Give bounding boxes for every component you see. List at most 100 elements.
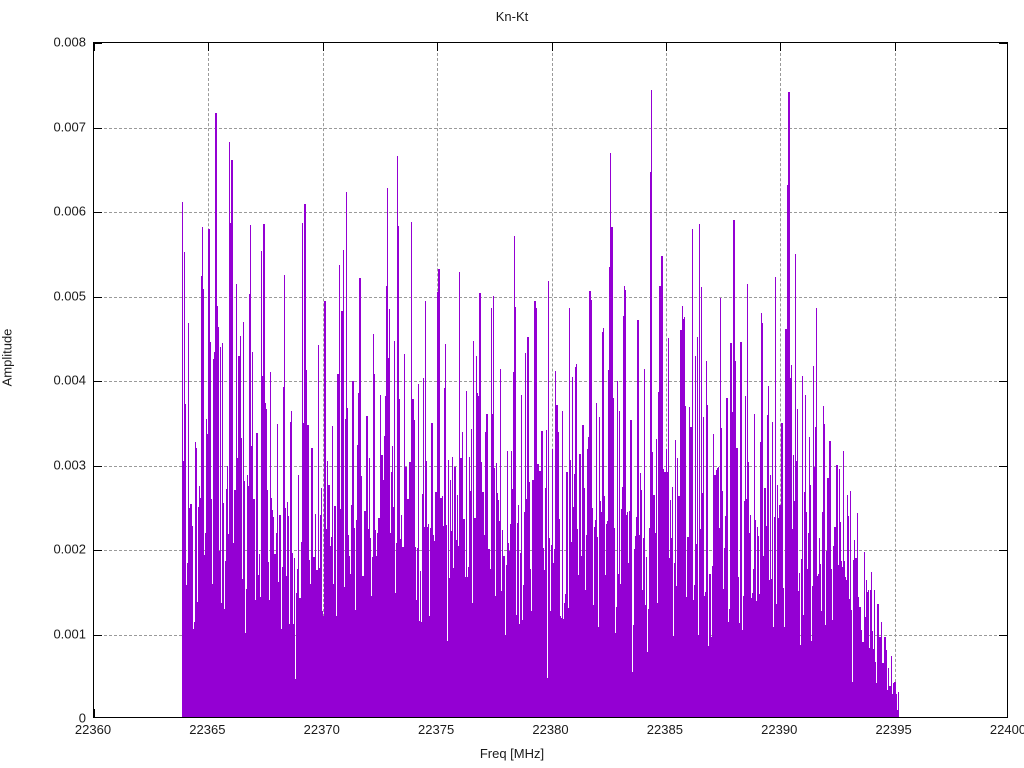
spectrum-spike: [558, 519, 560, 717]
spectrum-spike: [361, 579, 363, 717]
spectrum-spike: [879, 637, 881, 717]
spectrum-spike: [517, 505, 519, 717]
spectrum-spike: [431, 422, 433, 717]
spectrum-spike: [875, 690, 877, 717]
spectrum-spike: [355, 520, 358, 717]
spectrum-spike: [264, 402, 267, 717]
spectrum-spike: [328, 484, 330, 717]
spectrum-spike: [342, 249, 344, 717]
spectrum-spike: [886, 693, 889, 717]
chart-title: Kn-Kt: [495, 9, 529, 24]
spectrum-spike: [661, 256, 663, 717]
spectrum-spike: [331, 426, 334, 717]
spectrum-spike: [185, 404, 187, 717]
spectrum-spike: [570, 541, 572, 717]
spectrum-spike: [338, 264, 341, 717]
plot-area: [93, 42, 1008, 718]
spectrum-spike: [448, 577, 450, 717]
spectrum-spike: [676, 458, 679, 717]
spectrum-spike: [761, 322, 764, 717]
spectrum-spike: [544, 488, 546, 717]
spectrum-spike: [330, 536, 333, 717]
spectrum-spike: [407, 499, 409, 717]
spectrum-spike: [464, 577, 467, 717]
spectrum-spike: [429, 527, 432, 717]
spectrum-spike: [896, 694, 898, 717]
spectrum-spike: [353, 528, 356, 717]
spectrum-spike: [388, 308, 391, 717]
spectrum-spike: [422, 377, 424, 717]
spectrum-spike: [396, 542, 398, 717]
x-tick-label: 22395: [875, 722, 912, 737]
spectrum-spike: [726, 397, 728, 717]
spectrum-spike: [482, 528, 485, 717]
spectrum-spike: [640, 489, 642, 717]
x-tick-label: 22375: [418, 722, 455, 737]
spectrum-spike: [645, 557, 647, 717]
spectrum-spike: [202, 469, 205, 717]
spectrum-spike: [254, 600, 256, 717]
spectrum-spike: [271, 602, 273, 717]
spectrum-spike: [438, 269, 440, 717]
spectrum-spike: [184, 251, 186, 717]
spectrum-spike: [579, 454, 581, 717]
spectrum-spike: [324, 301, 326, 717]
spectrum-spike: [393, 340, 395, 717]
x-tick-mark: [894, 43, 896, 51]
spectrum-spike: [574, 367, 576, 717]
spectrum-spike: [409, 462, 411, 717]
x-tick-mark: [94, 43, 95, 51]
spectrum-spike: [235, 284, 238, 717]
spectrum-spike: [242, 321, 244, 717]
spectrum-spike: [741, 351, 743, 717]
spectrum-spike: [397, 226, 399, 717]
spectrum-spike: [561, 411, 564, 717]
spectrum-spike: [192, 525, 194, 717]
gridline-vertical: [780, 43, 782, 717]
spectrum-spike: [500, 368, 502, 717]
spectrum-spike: [847, 495, 849, 717]
spectrum-spike: [220, 347, 222, 717]
spectrum-spike: [420, 571, 422, 717]
spectrum-spike: [379, 395, 382, 717]
spectrum-spike: [687, 565, 690, 717]
spectrum-spike: [655, 438, 658, 717]
spectrum-spike: [712, 433, 715, 717]
spectrum-spike: [403, 353, 406, 717]
spectrum-spike: [218, 327, 220, 717]
gridline-horizontal: [94, 550, 1007, 551]
spectrum-spike: [880, 622, 883, 717]
spectrum-spike: [780, 583, 782, 717]
gridline-horizontal: [94, 381, 1007, 382]
spectrum-spike: [332, 584, 335, 717]
spectrum-spike: [630, 420, 632, 717]
spectrum-spike: [824, 424, 826, 717]
spectrum-spike: [834, 608, 837, 717]
spectrum-spike: [401, 580, 403, 717]
spectrum-spike: [693, 584, 695, 717]
spectrum-spike: [610, 398, 612, 717]
spectrum-spike: [268, 599, 270, 717]
spectrum-spike: [678, 496, 680, 717]
spectrum-spike: [304, 204, 306, 717]
gridline-horizontal: [94, 296, 1007, 298]
spectrum-spike: [368, 529, 370, 717]
spectrum-spike: [446, 524, 448, 717]
spectrum-spike: [458, 271, 461, 717]
y-tick-mark: [94, 212, 102, 213]
spectrum-spike: [827, 478, 829, 717]
spectrum-spike: [198, 485, 200, 717]
spectrum-spike: [879, 690, 882, 717]
spectrum-spike: [740, 341, 742, 717]
spectrum-spike: [508, 551, 511, 717]
spectrum-spike: [512, 372, 515, 717]
x-tick-mark: [208, 43, 210, 51]
spectrum-spike: [854, 598, 856, 717]
spectrum-spike: [299, 598, 301, 717]
spectrum-spike: [305, 369, 307, 717]
spectrum-spike: [426, 460, 428, 717]
spectrum-spike: [445, 344, 447, 717]
spectrum-spike: [616, 380, 618, 717]
spectrum-spike: [456, 494, 459, 717]
